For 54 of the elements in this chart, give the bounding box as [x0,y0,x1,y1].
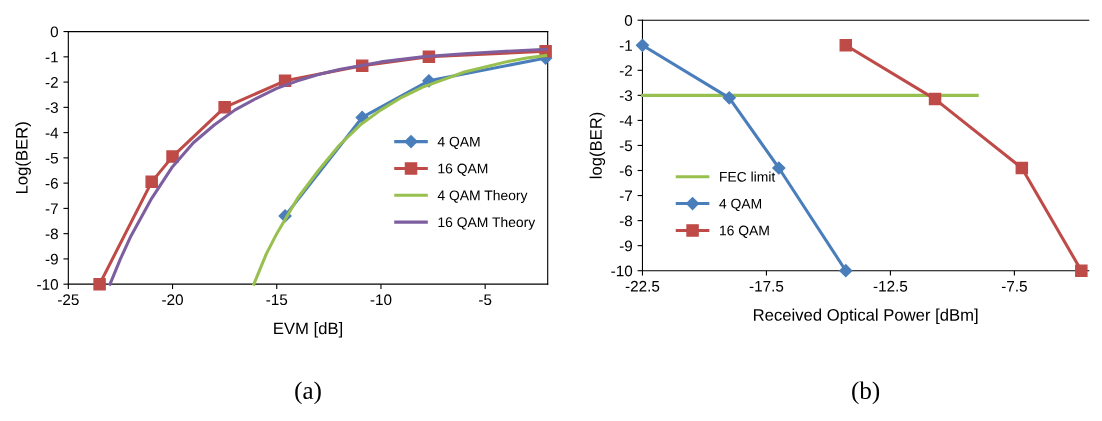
legend-label: 16 QAM Theory [438,216,536,230]
point [839,264,853,278]
x-tick-label: -22.5 [625,280,660,292]
y-tick-label: -9 [45,253,58,265]
y-tick-label: 0 [624,15,633,26]
point [218,101,231,114]
legend-label: 4 QAM [437,136,480,150]
point [166,150,179,163]
y-tick-label: -3 [619,90,633,102]
x-tick-label: -20 [162,294,183,306]
legend-label: 4 QAM Theory [437,190,528,204]
y-tick-label: -4 [619,115,633,126]
point [635,38,650,52]
point [145,175,158,189]
y-tick-label: -6 [45,178,58,189]
y-tick-label: -2 [45,76,58,88]
point [722,91,736,105]
x-tick-label: -12.5 [873,280,908,292]
y-tick-label: -1 [619,40,632,51]
legend-label: 16 QAM [438,163,488,176]
legend-label: FEC limit [720,171,776,182]
x-tick-label: -5 [479,294,492,306]
x-axis-title: EVM [dB] [274,322,343,338]
point [1015,161,1029,175]
y-tick-label: -9 [619,240,633,252]
y-tick-label: -4 [45,127,59,139]
y-axis-title: log(BER) [589,112,606,179]
x-tick-label: -7.5 [1001,280,1027,292]
x-tick-label: -17.5 [749,280,784,292]
y-axis-title: Log(BER) [15,122,31,194]
y-tick-label: -10 [611,265,633,277]
legend-label: 4 QAM [719,198,762,212]
x-tick-label: -10 [370,294,392,306]
point [1075,264,1088,277]
x-axis-title: Received Optical Power [dBm] [753,308,978,325]
y-tick-label: -8 [619,215,633,227]
y-tick-label: -2 [619,65,632,76]
y-tick-label: 0 [50,26,58,38]
x-tick-label: -15 [266,294,288,306]
legend-label: 16 QAM [720,225,769,238]
point [839,39,853,52]
y-tick-label: -3 [45,102,58,114]
y-tick-label: -1 [45,51,58,63]
y-tick-label: -8 [45,228,58,240]
y-tick-label: -7 [45,203,58,214]
y-tick-label: -5 [45,152,58,164]
text: (b) [852,381,880,405]
point [93,277,106,291]
y-tick-label: -7 [619,190,632,202]
point [928,92,942,106]
text: (a) [295,381,321,405]
x-tick-label: -25 [57,294,79,306]
y-tick-label: -6 [619,165,633,177]
y-tick-label: -5 [619,140,633,152]
